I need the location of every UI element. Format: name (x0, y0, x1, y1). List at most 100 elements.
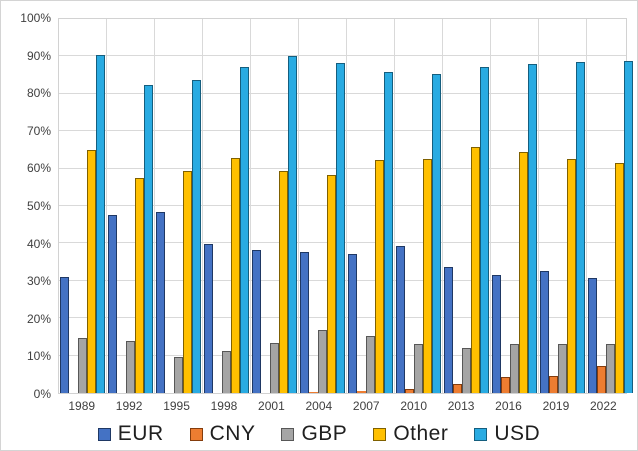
bar-USD-1992 (144, 85, 153, 393)
y-tick-label-10pct: 10% (26, 349, 51, 364)
legend-label-Other: Other (393, 422, 449, 445)
x-tick-label-2001: 2001 (258, 399, 285, 413)
x-tick-label-1995: 1995 (163, 399, 190, 413)
x-tick-label-2013: 2013 (447, 399, 475, 413)
y-tick-label-20pct: 20% (26, 311, 51, 326)
bar-EUR-2013 (444, 267, 453, 393)
bar-USD-2013 (480, 67, 489, 393)
bar-USD-2022 (624, 61, 633, 393)
x-axis: 1989 1992 1995 1998 2001 2004 2007 2010 2013 2016… (58, 399, 627, 413)
bar-USD-1995 (192, 80, 201, 393)
legend-item-GBP: GBP (281, 422, 347, 446)
bar-CNY-2016 (501, 377, 510, 393)
legend: EUR CNY GBP Other USD (1, 422, 637, 446)
bar-GBP-1992 (126, 341, 135, 393)
category-group-2016 (491, 19, 539, 393)
category-group-1998 (203, 19, 251, 393)
y-tick-label-40pct: 40% (26, 236, 51, 251)
bar-CNY-2010 (405, 389, 414, 393)
y-tick-label-80pct: 80% (26, 86, 51, 101)
bar-EUR-1989 (60, 277, 69, 393)
x-tick-label-2019: 2019 (542, 399, 570, 413)
category-group-2022 (587, 19, 634, 393)
y-tick-label-90pct: 90% (26, 48, 51, 63)
bar-GBP-2010 (414, 344, 423, 393)
bar-EUR-1992 (108, 215, 117, 393)
legend-label-USD: USD (494, 422, 541, 445)
bar-Other-1998 (231, 158, 240, 393)
bar-USD-2001 (288, 56, 297, 393)
bar-USD-2010 (432, 74, 441, 393)
legend-label-CNY: CNY (209, 422, 256, 445)
bar-EUR-1995 (156, 212, 165, 393)
legend-swatch-CNY (189, 427, 203, 441)
bar-GBP-2019 (558, 344, 567, 393)
category-group-2007 (347, 19, 395, 393)
bar-GBP-2007 (366, 336, 375, 393)
bar-Other-2010 (423, 159, 432, 393)
bar-USD-1998 (240, 67, 249, 393)
bar-GBP-2004 (318, 330, 327, 393)
category-group-2001 (251, 19, 299, 393)
bar-EUR-2019 (540, 271, 549, 393)
y-tick-label-60pct: 60% (26, 161, 51, 176)
gridline-h-90 (59, 55, 626, 57)
bar-Other-1989 (87, 150, 96, 393)
legend-item-CNY: CNY (189, 422, 256, 446)
bar-EUR-1998 (204, 244, 213, 393)
category-group-1989 (59, 19, 107, 393)
bar-EUR-2004 (300, 252, 309, 393)
x-tick-label-1989: 1989 (68, 399, 96, 413)
bar-EUR-2001 (252, 250, 261, 393)
category-group-2013 (443, 19, 491, 393)
bar-GBP-2013 (462, 348, 471, 393)
x-tick-label-2004: 2004 (305, 399, 333, 413)
bar-CNY-2007 (357, 391, 366, 393)
legend-label-GBP: GBP (301, 422, 348, 445)
bar-Other-2007 (375, 160, 384, 393)
legend-item-Other: Other (373, 422, 448, 446)
bar-USD-1989 (96, 55, 105, 393)
bar-Other-1995 (183, 171, 192, 393)
bar-GBP-2022 (606, 344, 615, 393)
bar-USD-2007 (384, 72, 393, 393)
plot-area (58, 18, 633, 394)
x-tick-label-2007: 2007 (352, 399, 380, 413)
y-tick-label-0pct: 0% (33, 387, 51, 401)
category-group-2004 (299, 19, 347, 393)
category-group-2010 (395, 19, 443, 393)
y-axis: 0% 10% 20% 30% 40% 50% 60% 70% 80% 90% 100% (1, 11, 51, 401)
bar-GBP-1998 (222, 351, 231, 393)
bar-USD-2016 (528, 64, 537, 393)
bar-CNY-2013 (453, 384, 462, 393)
bar-USD-2004 (336, 63, 345, 393)
bar-USD-2019 (576, 62, 585, 393)
bar-CNY-2004 (309, 392, 318, 393)
bar-CNY-2019 (549, 376, 558, 393)
bar-GBP-2016 (510, 344, 519, 393)
bar-EUR-2007 (348, 254, 357, 393)
x-tick-label-1992: 1992 (115, 399, 143, 413)
legend-swatch-USD (474, 427, 488, 441)
legend-swatch-Other (373, 427, 387, 441)
bar-CNY-2022 (597, 366, 606, 393)
legend-swatch-EUR (97, 427, 111, 441)
bar-EUR-2016 (492, 275, 501, 393)
y-tick-label-70pct: 70% (26, 123, 51, 138)
y-tick-label-30pct: 30% (26, 274, 51, 289)
bar-Other-2022 (615, 163, 624, 393)
bar-GBP-1989 (78, 338, 87, 393)
legend-swatch-GBP (281, 427, 295, 441)
legend-item-EUR: EUR (97, 422, 164, 446)
bar-Other-2019 (567, 159, 576, 393)
bar-Other-2016 (519, 152, 528, 393)
bar-Other-1992 (135, 178, 144, 393)
category-group-1992 (107, 19, 155, 393)
x-tick-label-2016: 2016 (495, 399, 522, 413)
bar-EUR-2022 (588, 278, 597, 393)
category-group-2019 (539, 19, 587, 393)
bar-Other-2004 (327, 175, 336, 393)
x-tick-label-2022: 2022 (590, 399, 617, 413)
legend-item-USD: USD (474, 422, 540, 446)
